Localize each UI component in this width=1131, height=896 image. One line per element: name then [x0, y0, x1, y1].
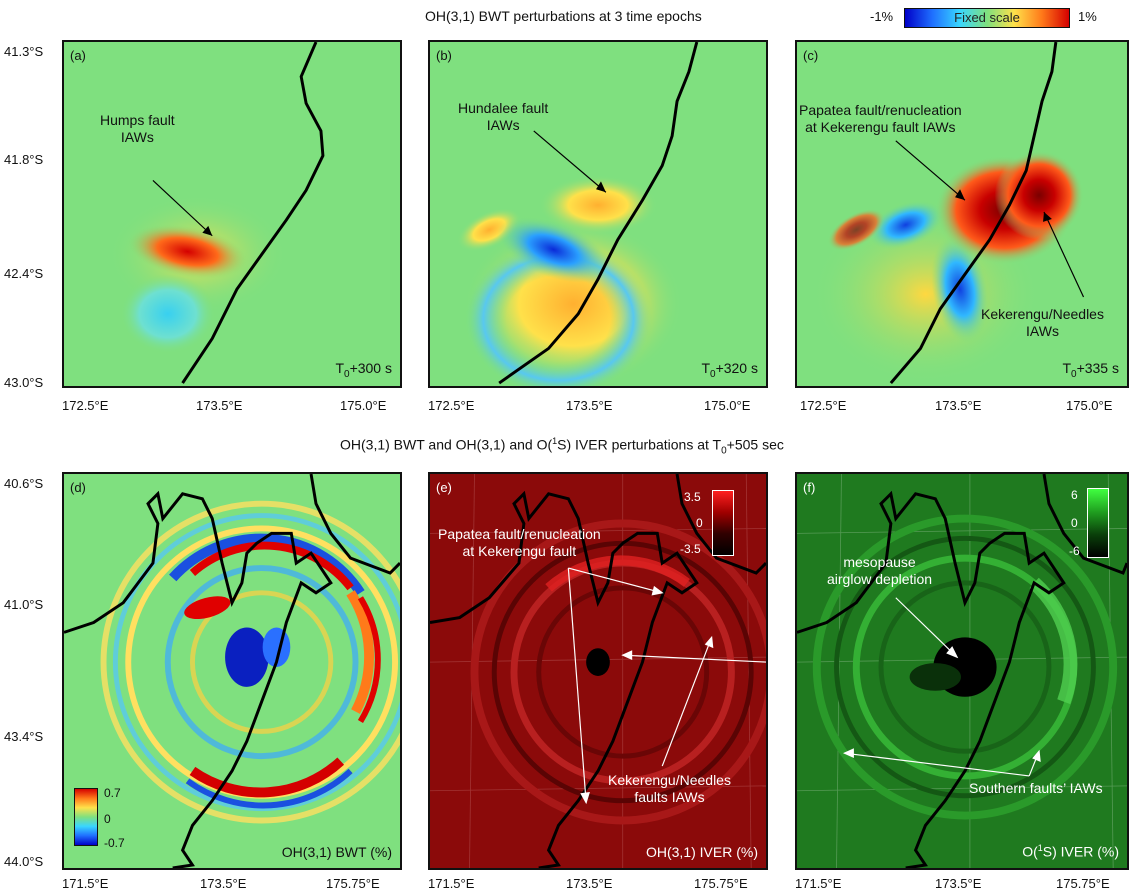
x-tick: 173.5°E: [196, 398, 243, 413]
annotation-papatea: Papatea fault/renucleation at Kekerengu f…: [799, 102, 962, 135]
x-tick: 175.75°E: [694, 876, 748, 891]
colorbar-e: [712, 490, 734, 556]
panel-label: (d): [70, 480, 86, 495]
annotation-hundalee: Hundalee fault IAWs: [458, 100, 549, 133]
y-tick: 42.4°S: [4, 266, 44, 281]
panel-label: (a): [70, 48, 86, 63]
colorbar-max-label: 1%: [1078, 9, 1097, 24]
annotation-kekerengu: Kekerengu/Needles IAWs: [981, 306, 1104, 339]
annotation-kekerengu: Kekerengu/Needles faults IAWs: [608, 772, 731, 805]
units-label: OH(3,1) IVER (%): [645, 844, 758, 860]
x-tick: 172.5°E: [428, 398, 475, 413]
y-tick: 41.0°S: [4, 597, 44, 612]
x-tick: 171.5°E: [62, 876, 109, 891]
y-tick: 43.4°S: [4, 729, 44, 744]
x-tick: 175.75°E: [1056, 876, 1110, 891]
panel-label: (e): [436, 480, 452, 495]
x-tick: 173.5°E: [935, 876, 982, 891]
x-tick: 171.5°E: [428, 876, 475, 891]
colorbar-mid-label: Fixed scale: [954, 10, 1020, 25]
annotation-humps: Humps fault IAWs: [100, 112, 175, 145]
top-colorbar: Fixed scale: [904, 8, 1070, 28]
units-label: O(1S) IVER (%): [1022, 843, 1119, 860]
annotation-mesopause: mesopause airglow depletion: [827, 554, 933, 587]
y-tick: 41.8°S: [4, 152, 44, 167]
colorbar-f: [1087, 488, 1109, 558]
x-tick: 173.5°E: [566, 398, 613, 413]
colorbar-min: -6: [1069, 544, 1080, 558]
colorbar-d: [74, 788, 98, 846]
panel-b: (b) Hundalee fault IAWs T0+320 s: [428, 40, 768, 388]
colorbar-min: -0.7: [104, 836, 125, 850]
panel-c: (c) Papatea fault/renucleation at Kekeren…: [795, 40, 1129, 388]
time-label: T0+335 s: [1062, 360, 1119, 380]
panel-a: (a) Humps fault IAWs T0+300 s: [62, 40, 402, 388]
x-tick: 171.5°E: [795, 876, 842, 891]
x-tick: 175.0°E: [340, 398, 387, 413]
panel-d: (d) 0.7 0 -0.7 OH(3,1) BWT (%): [62, 472, 402, 870]
x-tick: 173.5°E: [935, 398, 982, 413]
x-tick: 173.5°E: [566, 876, 613, 891]
panel-label: (b): [436, 48, 452, 63]
y-tick: 40.6°S: [4, 476, 44, 491]
x-tick: 173.5°E: [200, 876, 247, 891]
y-tick: 44.0°S: [4, 854, 44, 869]
x-tick: 175.0°E: [1066, 398, 1113, 413]
top-title: OH(3,1) BWT perturbations at 3 time epoc…: [425, 8, 702, 24]
annotation-southern: Southern faults’ IAWs: [969, 780, 1103, 796]
colorbar-max: 3.5: [684, 490, 701, 504]
y-tick: 43.0°S: [4, 375, 44, 390]
x-tick: 175.0°E: [704, 398, 751, 413]
colorbar-min-label: -1%: [870, 9, 894, 24]
x-tick: 172.5°E: [800, 398, 847, 413]
y-tick: 41.3°S: [4, 44, 44, 59]
colorbar-max: 0.7: [104, 786, 121, 800]
panel-label: (c): [803, 48, 819, 63]
panel-f: (f) 6 0 -6 mesopause airglow depletion So…: [795, 472, 1129, 870]
units-label: OH(3,1) BWT (%): [281, 844, 392, 860]
time-label: T0+300 s: [335, 360, 392, 380]
colorbar-mid: 0: [696, 516, 703, 530]
x-tick: 175.75°E: [326, 876, 380, 891]
colorbar-min: -3.5: [680, 542, 701, 556]
annotation-papatea: Papatea fault/renucleation at Kekerengu f…: [438, 526, 601, 559]
time-label: T0+320 s: [701, 360, 758, 380]
panel-e: (e) 3.5 0 -3.5 Papatea fault/renucleatio…: [428, 472, 768, 870]
colorbar-max: 6: [1071, 488, 1078, 502]
panel-label: (f): [803, 480, 816, 495]
colorbar-mid: 0: [104, 812, 111, 826]
colorbar-mid: 0: [1071, 516, 1078, 530]
x-tick: 172.5°E: [62, 398, 109, 413]
bottom-title: OH(3,1) BWT and OH(3,1) and O(1S) IVER p…: [340, 436, 784, 457]
